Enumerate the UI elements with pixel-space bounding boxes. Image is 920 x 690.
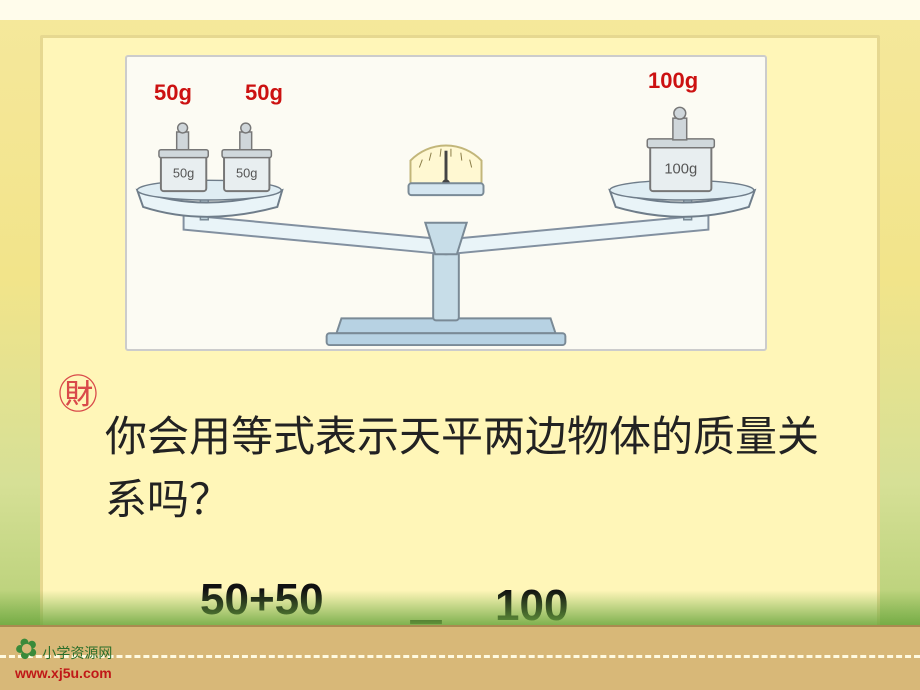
- site-logo: ✿ 小学资源网 www.xj5u.com: [15, 632, 112, 682]
- road-strip: [0, 625, 920, 690]
- svg-text:100g: 100g: [664, 161, 697, 177]
- balance-scale-figure: 50g 50g 100g: [125, 55, 767, 351]
- label-100g: 100g: [648, 68, 698, 94]
- logo-url: www.xj5u.com: [15, 665, 112, 681]
- leaf-icon: ✿: [10, 629, 44, 669]
- grass-strip: [0, 590, 920, 630]
- logo-text: 小学资源网: [42, 645, 112, 661]
- svg-text:50g: 50g: [236, 165, 257, 180]
- svg-text:50g: 50g: [173, 165, 194, 180]
- road-dash: [0, 655, 920, 658]
- label-50g-right: 50g: [245, 80, 283, 106]
- seal-decor-1: ㊖: [58, 375, 98, 415]
- balance-scale-svg: 50g 50g 100g: [127, 57, 765, 349]
- question-text: 你会用等式表示天平两边物体的质量关系吗？: [105, 405, 825, 531]
- decorative-top-strip: [0, 0, 920, 20]
- label-50g-left: 50g: [154, 80, 192, 106]
